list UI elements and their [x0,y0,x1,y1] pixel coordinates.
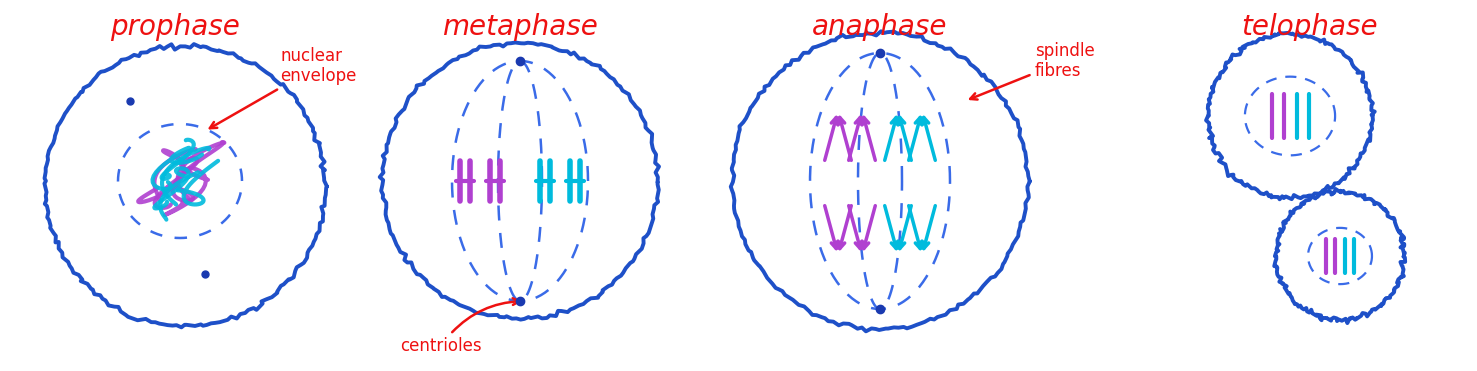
Text: spindle
fibres: spindle fibres [970,42,1094,99]
Text: centrioles: centrioles [400,298,520,355]
Text: anaphase: anaphase [812,13,948,41]
Text: telophase: telophase [1242,13,1378,41]
Text: nuclear
envelope: nuclear envelope [210,47,356,128]
Text: prophase: prophase [111,13,239,41]
Text: metaphase: metaphase [442,13,598,41]
